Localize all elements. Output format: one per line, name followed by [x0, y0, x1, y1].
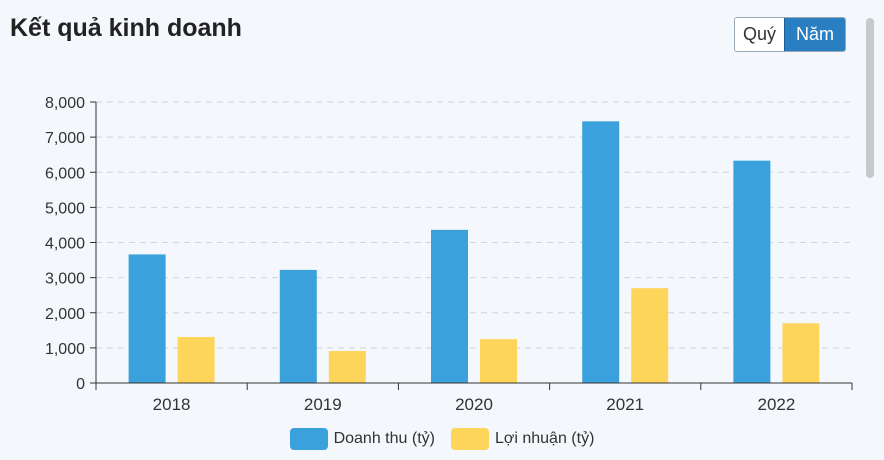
- bar-revenue-2018[interactable]: [128, 254, 166, 383]
- bars: [128, 121, 820, 383]
- legend-swatch-revenue: [289, 428, 328, 450]
- bar-profit-2021[interactable]: [631, 288, 669, 383]
- chart-title: Kết quả kinh doanh: [10, 14, 242, 42]
- x-tick-label: 2020: [455, 395, 493, 414]
- toggle-year-button[interactable]: Năm: [784, 18, 846, 51]
- axes: 0 1,000 2,000 3,000 4,000 5,000 6,000 7,000 8,00…: [45, 95, 853, 414]
- y-tick-label: 2,000: [45, 306, 85, 323]
- legend-swatch-profit: [450, 428, 489, 450]
- period-toggle: Quý Năm: [734, 17, 847, 52]
- bar-profit-2019[interactable]: [328, 351, 366, 383]
- y-tick-label: 4,000: [45, 236, 85, 253]
- y-tick-label: 7,000: [45, 130, 85, 147]
- y-tick-label: 1,000: [45, 341, 85, 358]
- legend-item-revenue[interactable]: Doanh thu (tỷ): [289, 428, 435, 450]
- x-tick-label: 2021: [606, 395, 644, 414]
- bar-revenue-2019[interactable]: [279, 269, 317, 383]
- y-tick-label: 3,000: [45, 271, 85, 288]
- legend-label-profit: Lợi nhuận (tỷ): [494, 430, 595, 447]
- bar-revenue-2021[interactable]: [582, 121, 620, 383]
- grid-lines: [96, 101, 852, 349]
- x-tick-label: 2018: [153, 395, 191, 414]
- bar-revenue-2022[interactable]: [733, 160, 771, 383]
- y-tick-label: 0: [76, 376, 85, 393]
- y-tick-label: 5,000: [45, 200, 85, 217]
- legend-item-profit[interactable]: Lợi nhuận (tỷ): [450, 428, 595, 450]
- x-tick-label: 2019: [304, 395, 342, 414]
- y-tick-label: 8,000: [45, 95, 85, 112]
- toggle-quarter-button[interactable]: Quý: [735, 18, 785, 51]
- bar-chart: 0 1,000 2,000 3,000 4,000 5,000 6,000 7,000 8,00…: [45, 95, 853, 414]
- y-tick-label: 6,000: [45, 165, 85, 182]
- legend-label-revenue: Doanh thu (tỷ): [333, 430, 435, 447]
- chart-legend: Doanh thu (tỷ) Lợi nhuận (tỷ): [0, 428, 884, 450]
- bar-revenue-2020[interactable]: [431, 229, 468, 383]
- scrollbar[interactable]: [866, 18, 874, 178]
- bar-profit-2020[interactable]: [480, 339, 517, 383]
- x-tick-label: 2022: [757, 395, 795, 414]
- bar-profit-2022[interactable]: [782, 323, 820, 383]
- bar-profit-2018[interactable]: [177, 336, 215, 383]
